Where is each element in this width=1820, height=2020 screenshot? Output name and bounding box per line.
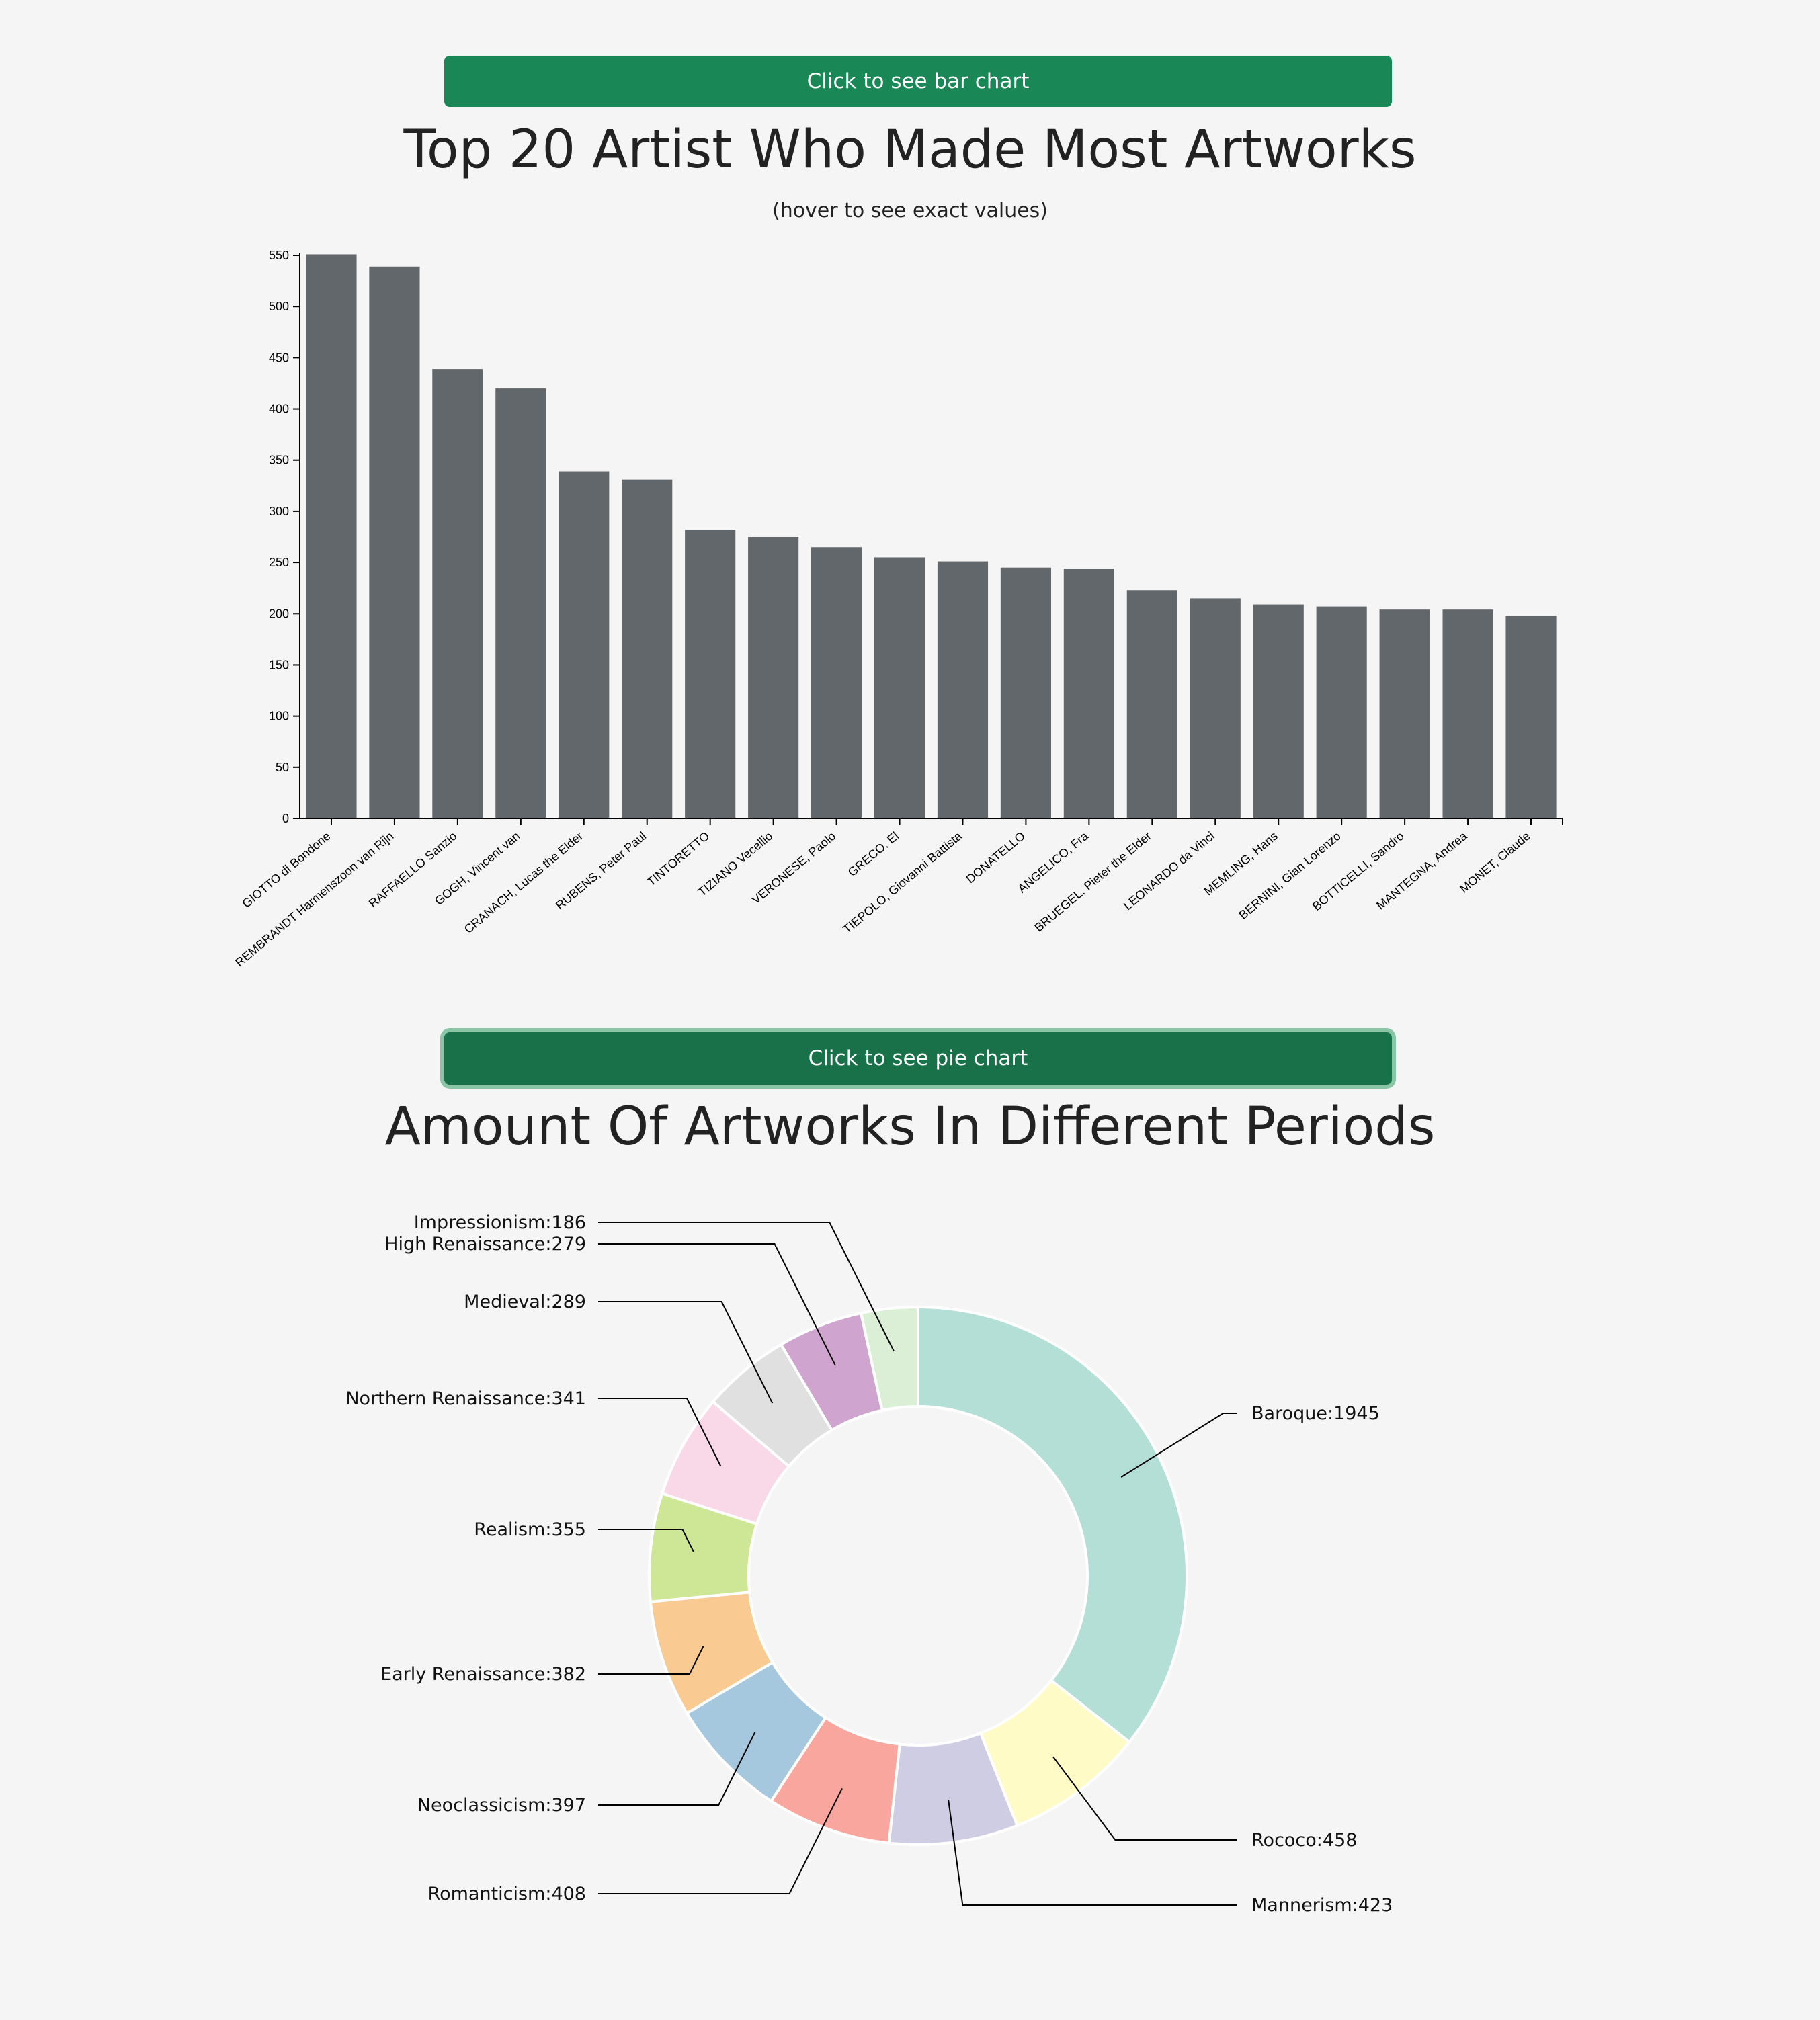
pie-slice-label: High Renaissance:279 <box>384 1234 586 1255</box>
y-tick-label: 200 <box>269 607 289 620</box>
y-tick-label: 250 <box>269 556 289 569</box>
show-pie-chart-button[interactable]: Click to see pie chart <box>444 1032 1392 1085</box>
bar[interactable]: REMBRANDT Harmenszoon van Rijn: 539 <box>369 266 420 818</box>
bar[interactable]: GIOTTO di Bondone: 551 <box>306 254 357 819</box>
bar[interactable]: CRANACH, Lucas the Elder: 339 <box>559 471 610 818</box>
pie-slice[interactable]: Impressionism:186 <box>859 1305 919 1413</box>
bar[interactable]: ANGELICO, Fra: 244 <box>1063 569 1114 818</box>
pie-slice-label: Romanticism:408 <box>428 1884 586 1904</box>
pie-slice-label: Baroque:1945 <box>1251 1403 1380 1424</box>
pie-leader-line <box>598 1787 843 1894</box>
bar[interactable]: DONATELLO: 245 <box>1000 567 1052 818</box>
y-tick-label: 100 <box>269 710 289 723</box>
y-tick-label: 550 <box>269 249 289 262</box>
bar[interactable]: BOTTICELLI, Sandro: 204 <box>1379 609 1430 818</box>
y-tick-label: 50 <box>276 761 289 774</box>
pie-leader-line <box>1052 1756 1237 1841</box>
bar[interactable]: TIEPOLO, Giovanni Battista: 251 <box>937 561 989 818</box>
bar[interactable]: GOGH, Vincent van: 420 <box>495 388 546 818</box>
pie-leader-line <box>598 1646 704 1675</box>
pie-slice[interactable]: Baroque:1945 <box>917 1305 1189 1744</box>
bar[interactable]: LEONARDO da Vinci: 215 <box>1190 598 1241 818</box>
pie-leader-line <box>948 1799 1237 1906</box>
bar[interactable]: TIZIANO Vecellio: 275 <box>748 537 799 818</box>
bar-chart-subtitle: (hover to see exact values) <box>772 199 1048 222</box>
bar[interactable]: TINTORETTO: 282 <box>685 530 736 818</box>
bar-chart: 0 50 100 150 200 250 300 350 400 450 500 550 GIOTTO … <box>233 249 1563 969</box>
pie-slice-label: Realism:355 <box>474 1519 586 1540</box>
pie-leader-line <box>598 1732 756 1806</box>
pie-leader-line <box>598 1398 722 1467</box>
bar[interactable]: VERONESE, Paolo: 265 <box>811 547 862 818</box>
pie-slice-label: Early Renaissance:382 <box>380 1664 586 1685</box>
pie-leader-line <box>598 1301 774 1404</box>
pie-slice-label: Rococo:458 <box>1251 1830 1357 1851</box>
bar[interactable]: BRUEGEL, Pieter the Elder: 223 <box>1126 590 1177 818</box>
bar[interactable]: MANTEGNA, Andrea: 204 <box>1442 609 1493 818</box>
bar[interactable]: RUBENS, Peter Paul: 331 <box>622 479 673 818</box>
pie-leader-line <box>598 1529 694 1552</box>
y-tick-label: 300 <box>269 505 289 518</box>
pie-slice-label: Medieval:289 <box>464 1292 586 1312</box>
bar[interactable]: MONET, Claude: 198 <box>1505 616 1557 818</box>
bar-chart-title: Top 20 Artist Who Made Most Artworks <box>403 120 1417 180</box>
bar[interactable]: BERNINI, Gian Lorenzo: 207 <box>1316 606 1367 818</box>
pie-leader-line <box>598 1222 895 1352</box>
bar[interactable]: GRECO, El: 255 <box>874 557 925 818</box>
pie-leader-line <box>598 1243 837 1366</box>
show-bar-chart-button[interactable]: Click to see bar chart <box>444 56 1392 107</box>
y-tick-label: 150 <box>269 658 289 671</box>
pie-slice-label: Neoclassicism:397 <box>417 1795 586 1816</box>
y-tick-label: 450 <box>269 351 289 364</box>
pie-leader-line <box>1120 1413 1237 1478</box>
bar[interactable]: MEMLING, Hans: 209 <box>1253 604 1304 818</box>
pie-slice-label: Northern Renaissance:341 <box>345 1388 586 1409</box>
y-tick-label: 350 <box>269 454 289 467</box>
y-tick-label: 500 <box>269 300 289 313</box>
pie-slice-label: Impressionism:186 <box>414 1212 586 1233</box>
pie-chart-title: Amount Of Artworks In Different Periods <box>384 1097 1436 1157</box>
bar[interactable]: RAFFAELLO Sanzio: 439 <box>432 369 483 818</box>
y-tick-label: 400 <box>269 403 289 416</box>
pie-slice-label: Mannerism:423 <box>1251 1895 1393 1916</box>
y-tick-label: 0 <box>282 812 289 825</box>
